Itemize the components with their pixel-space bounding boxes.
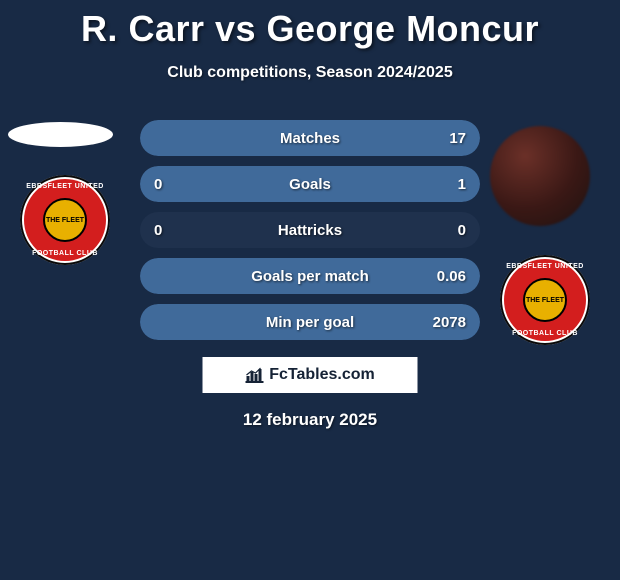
badge-top-text: EBBSFLEET UNITED [504,263,586,270]
stat-right-value: 1 [458,176,466,193]
stat-right-value: 17 [449,130,466,147]
stat-label: Min per goal [140,314,480,331]
badge-top-text: EBBSFLEET UNITED [24,183,106,190]
stat-right-value: 0.06 [437,268,466,285]
stat-label: Goals per match [140,268,480,285]
badge-bot-text: FOOTBALL CLUB [24,250,106,257]
stat-label: Hattricks [140,222,480,239]
stat-right-value: 0 [458,222,466,239]
stat-right-value: 2078 [433,314,466,331]
subtitle: Club competitions, Season 2024/2025 [0,64,620,82]
player-avatar-left [8,122,113,147]
badge-inner: THE FLEET [43,198,87,242]
brand-box: FcTables.com [203,357,418,393]
stat-row: 0 Hattricks 0 [140,212,480,248]
date-text: 12 february 2025 [0,410,620,430]
brand-text: FcTables.com [269,366,375,384]
club-badge-left: EBBSFLEET UNITED THE FLEET FOOTBALL CLUB [20,175,110,265]
player-avatar-right [490,126,590,226]
stat-row: Goals per match 0.06 [140,258,480,294]
stat-row: Min per goal 2078 [140,304,480,340]
chart-icon [245,367,263,383]
badge-bot-text: FOOTBALL CLUB [504,330,586,337]
badge-inner: THE FLEET [523,278,567,322]
stat-row: 0 Goals 1 [140,166,480,202]
stat-label: Matches [140,130,480,147]
stat-label: Goals [140,176,480,193]
club-badge-right: EBBSFLEET UNITED THE FLEET FOOTBALL CLUB [500,255,590,345]
page-title: R. Carr vs George Moncur [0,0,620,50]
stat-row: Matches 17 [140,120,480,156]
stats-container: Matches 17 0 Goals 1 0 Hattricks 0 Goals… [140,120,480,350]
